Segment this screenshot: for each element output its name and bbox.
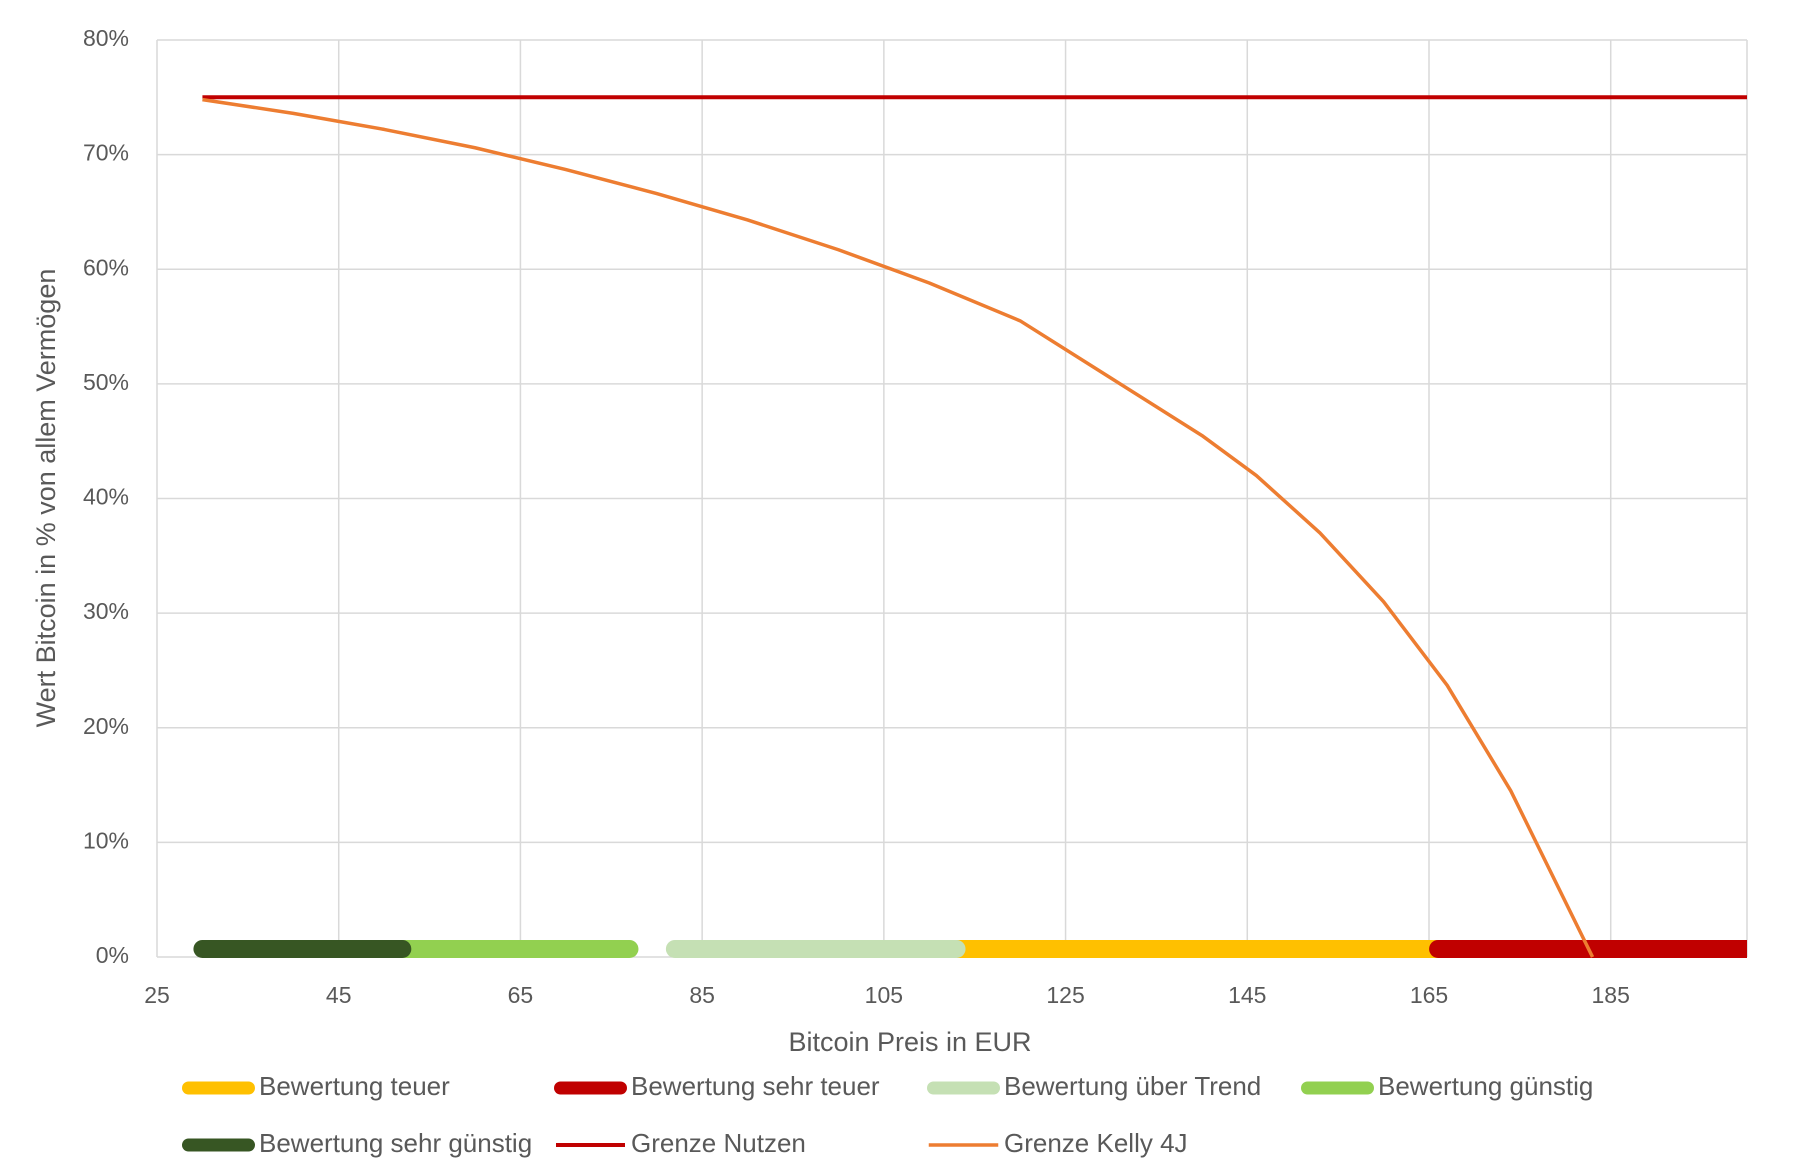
legend-label: Grenze Kelly 4J — [1004, 1128, 1188, 1158]
x-tick-label: 45 — [326, 982, 352, 1008]
x-tick-label: 165 — [1410, 982, 1448, 1008]
y-axis-title: Wert Bitcoin in % von allem Vermögen — [31, 269, 61, 728]
legend-label: Bewertung teuer — [259, 1071, 450, 1101]
grid: 0% 10% 20% 30% 40% 50% 60% 70% 80% 25 45 65 85 105 125… — [83, 25, 1748, 1008]
legend-label: Bewertung sehr günstig — [259, 1128, 532, 1158]
x-tick-label: 85 — [689, 982, 715, 1008]
legend: Bewertung teuer Bewertung sehr teuer Bewer… — [182, 1071, 1593, 1158]
y-tick-label: 20% — [83, 713, 129, 739]
legend-label: Grenze Nutzen — [631, 1128, 806, 1158]
y-tick-label: 80% — [83, 25, 129, 51]
x-tick-label: 145 — [1228, 982, 1266, 1008]
x-tick-label: 185 — [1592, 982, 1630, 1008]
legend-label: Bewertung günstig — [1378, 1071, 1593, 1101]
y-tick-label: 50% — [83, 369, 129, 395]
series-line — [202, 97, 1595, 958]
y-tick-label: 0% — [96, 942, 129, 968]
y-tick-label: 40% — [83, 484, 129, 510]
x-tick-label: 25 — [144, 982, 170, 1008]
y-tick-label: 60% — [83, 254, 129, 280]
y-tick-label: 10% — [83, 827, 129, 853]
x-tick-label: 65 — [508, 982, 534, 1008]
x-tick-label: 125 — [1046, 982, 1084, 1008]
y-tick-label: 30% — [83, 598, 129, 624]
y-tick-label: 70% — [83, 140, 129, 166]
plot-area — [193, 95, 1747, 958]
legend-label: Bewertung über Trend — [1004, 1071, 1261, 1101]
x-axis-title: Bitcoin Preis in EUR — [788, 1027, 1031, 1057]
legend-label: Bewertung sehr teuer — [631, 1071, 880, 1101]
x-tick-label: 105 — [865, 982, 903, 1008]
